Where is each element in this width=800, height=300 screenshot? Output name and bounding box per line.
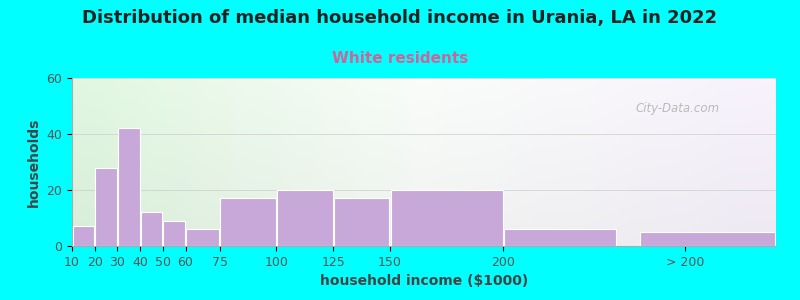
Bar [640, 232, 775, 246]
Bar [277, 190, 333, 246]
Text: Distribution of median household income in Urania, LA in 2022: Distribution of median household income … [82, 9, 718, 27]
Bar [390, 190, 503, 246]
Bar [95, 168, 117, 246]
Bar [220, 198, 276, 246]
Bar [73, 226, 94, 246]
Bar [504, 229, 617, 246]
Text: White residents: White residents [332, 51, 468, 66]
Text: City-Data.com: City-Data.com [635, 102, 719, 115]
Bar [141, 212, 162, 246]
Bar [186, 229, 219, 246]
Bar [163, 221, 185, 246]
Bar [334, 198, 390, 246]
Y-axis label: households: households [27, 117, 41, 207]
X-axis label: household income ($1000): household income ($1000) [320, 274, 528, 288]
Bar [118, 128, 139, 246]
